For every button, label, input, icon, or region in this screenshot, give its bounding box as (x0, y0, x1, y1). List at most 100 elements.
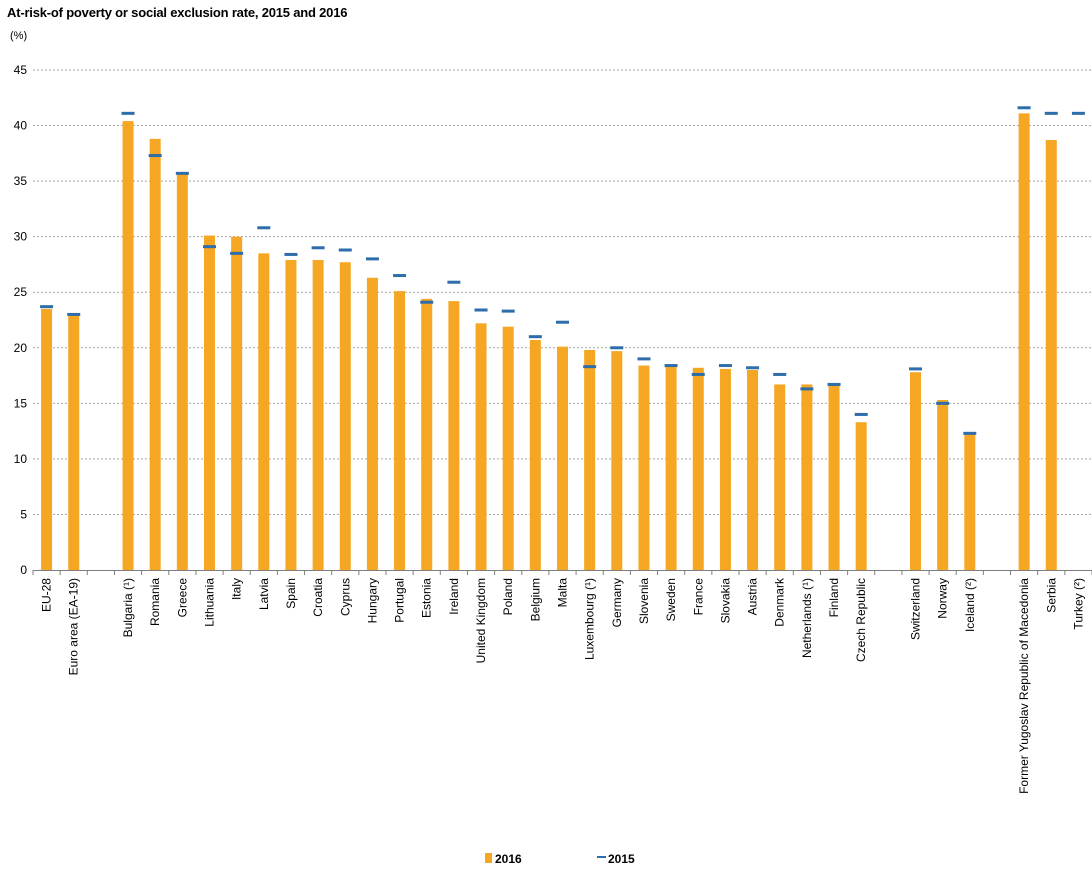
category-label: Finland (827, 578, 841, 617)
category-label: Norway (936, 578, 950, 619)
bar-2016 (529, 340, 541, 570)
category-label: Romania (148, 578, 162, 626)
bar-2016 (366, 277, 378, 570)
category-label: Estonia (420, 578, 434, 618)
marker-2015 (40, 305, 54, 309)
x-axis (32, 570, 1092, 575)
bar-2016 (719, 368, 731, 570)
category-label: Slovenia (637, 578, 651, 624)
bar-2016 (421, 298, 433, 570)
marker-2015 (447, 280, 461, 284)
bar-2016 (285, 260, 297, 570)
y-tick-label: 20 (14, 341, 28, 355)
category-label: Cyprus (338, 578, 352, 616)
category-label: Belgium (528, 578, 542, 621)
bar-2016 (557, 346, 568, 570)
marker-2015 (746, 366, 760, 370)
y-tick-label: 25 (14, 285, 28, 299)
bar-2016 (801, 384, 813, 570)
bar-2016 (475, 323, 487, 570)
legend-label-2015: 2015 (608, 852, 635, 866)
category-label: EU-28 (40, 578, 54, 612)
bar-2016 (638, 365, 650, 570)
marker-2015 (556, 320, 569, 324)
category-label: Czech Republic (854, 578, 868, 662)
category-label: Turkey (²) (1071, 578, 1085, 630)
category-label: Denmark (773, 577, 787, 627)
marker-2015 (583, 365, 597, 369)
marker-2015 (528, 335, 542, 339)
marker-2015 (1017, 106, 1031, 110)
legend: 2016 2015 (485, 852, 635, 866)
category-label: Germany (610, 578, 624, 627)
y-tick-label: 45 (14, 63, 28, 77)
bar-2016 (855, 422, 867, 570)
bar-2016 (231, 236, 243, 570)
chart-unit-label: (%) (10, 30, 28, 42)
category-label: Italy (230, 578, 244, 600)
marker-2015 (664, 364, 678, 368)
marker-2015 (854, 412, 868, 416)
bar-2016 (774, 384, 786, 570)
bar-2016 (828, 385, 840, 570)
marker-2015 (365, 257, 379, 261)
bar-2016 (665, 366, 677, 570)
category-label: Ireland (447, 578, 461, 615)
bar-2016 (937, 400, 949, 570)
chart-title: At-risk-of poverty or social exclusion r… (7, 5, 348, 20)
marker-2015 (121, 111, 135, 115)
marker-2015 (773, 372, 787, 376)
marker-2015 (1044, 111, 1058, 115)
marker-2015 (800, 387, 814, 391)
marker-2015 (311, 246, 325, 250)
category-label: Netherlands (¹) (800, 578, 814, 658)
bar-2016 (692, 367, 704, 570)
bars-2016 (41, 113, 1057, 571)
category-label: Luxembourg (¹) (583, 578, 597, 660)
bar-2016 (502, 326, 514, 570)
bar-2016 (747, 370, 759, 570)
bar-2016 (312, 260, 324, 570)
marker-2015 (963, 431, 977, 435)
y-tick-label: 0 (20, 563, 27, 577)
bar-2016 (176, 174, 188, 570)
marker-2015 (1071, 111, 1085, 115)
category-label: Sweden (664, 578, 678, 621)
marker-2015 (501, 309, 515, 313)
category-label: Austria (746, 578, 760, 616)
marker-2015 (230, 251, 244, 255)
category-labels: EU-28 Euro area (EA-19) Bulgaria (¹) Romani… (40, 577, 1086, 794)
markers-2015 (40, 106, 1085, 435)
y-tick-label: 30 (14, 230, 28, 244)
marker-2015 (827, 382, 841, 386)
y-tick-label: 5 (20, 507, 27, 521)
bar-2016 (122, 121, 134, 570)
marker-2015 (909, 367, 922, 371)
bar-2016 (149, 138, 161, 570)
bar-2016 (394, 291, 406, 570)
legend-label-2016: 2016 (495, 852, 522, 866)
y-tick-label: 40 (14, 119, 28, 133)
category-label: United Kingdom (474, 578, 488, 663)
category-label: Poland (501, 578, 515, 615)
bar-2016 (339, 262, 351, 570)
marker-2015 (284, 252, 298, 256)
marker-2015 (148, 154, 162, 158)
marker-2015 (175, 171, 189, 175)
marker-2015 (691, 372, 705, 376)
bar-2016 (41, 308, 53, 570)
marker-2015 (936, 401, 950, 405)
category-label: Portugal (393, 578, 407, 623)
category-label: Former Yugoslav Republic of Macedonia (1017, 578, 1031, 794)
bar-2016 (1045, 140, 1057, 570)
marker-2015 (338, 248, 352, 252)
bar-2016 (68, 314, 80, 570)
category-label: Greece (175, 578, 189, 618)
bar-2016 (611, 351, 623, 570)
bar-2016 (258, 253, 270, 571)
category-label: Spain (284, 578, 298, 609)
y-axis-tick-labels: 0 5 10 15 20 25 30 35 40 45 (14, 63, 28, 577)
marker-2015 (393, 274, 407, 278)
marker-2015 (420, 300, 434, 304)
